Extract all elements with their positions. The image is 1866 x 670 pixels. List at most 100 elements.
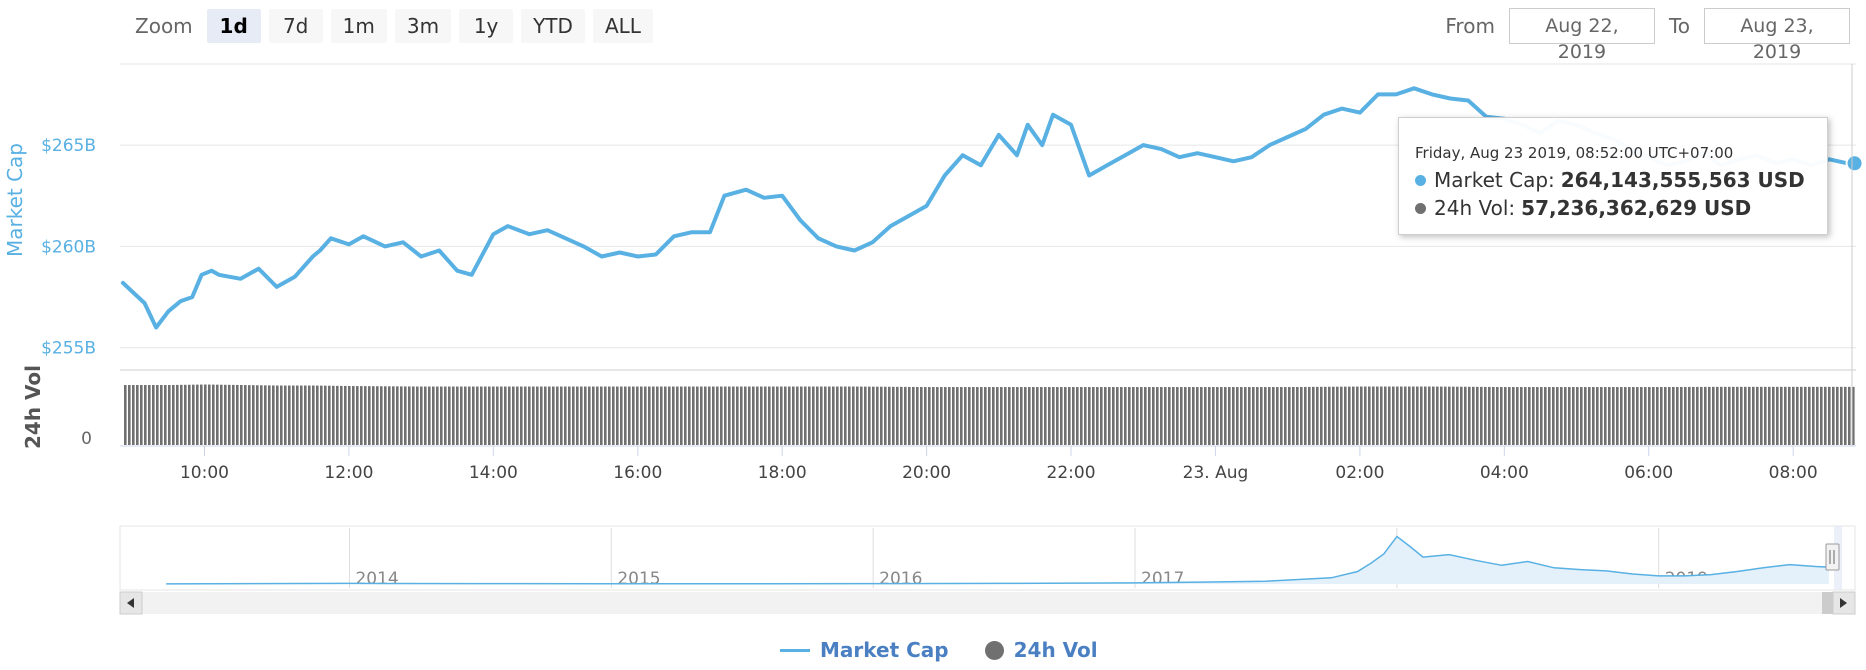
volume-bar [1192, 387, 1195, 445]
zoom-button-1d[interactable]: 1d [206, 9, 261, 43]
volume-bar [296, 385, 299, 445]
navigator[interactable]: 201420152016201720182019 [119, 525, 1856, 615]
navigator-year-label: 2015 [617, 569, 660, 589]
volume-bar [184, 384, 187, 445]
volume-bar [268, 385, 271, 445]
volume-bar [868, 386, 871, 445]
volume-bar [572, 386, 575, 445]
volume-bar [1708, 386, 1711, 445]
market-cap-axis-label: Market Cap [3, 143, 27, 257]
volume-bar [1456, 386, 1459, 445]
volume-bar [468, 386, 471, 445]
volume-bar [676, 386, 679, 445]
volume-bar [680, 386, 683, 445]
volume-bar [1440, 386, 1443, 445]
volume-bar [708, 386, 711, 445]
volume-bar [1780, 386, 1783, 445]
volume-bar [1716, 386, 1719, 445]
volume-bar [1848, 386, 1851, 445]
volume-bar [1036, 387, 1039, 445]
volume-bar [1764, 386, 1767, 445]
volume-bar [824, 386, 827, 445]
volume-bar [1604, 387, 1607, 445]
volume-bar [1004, 387, 1007, 445]
volume-bar [1576, 387, 1579, 445]
volume-bar [356, 386, 359, 445]
volume-bar [444, 386, 447, 445]
volume-bar [892, 386, 895, 445]
volume-bar [1336, 386, 1339, 445]
volume-bar [1640, 387, 1643, 445]
volume-bar [320, 385, 323, 445]
tooltip-market-cap-value: 264,143,555,563 USD [1560, 168, 1805, 192]
volume-dot-icon [1415, 202, 1426, 214]
zoom-button-7d[interactable]: 7d [268, 9, 323, 43]
volume-bar [1356, 386, 1359, 445]
x-tick-label: 04:00 [1480, 463, 1529, 483]
legend-item-market-cap[interactable]: Market Cap [780, 638, 949, 662]
volume-bar [1176, 387, 1179, 445]
volume-bar [1664, 387, 1667, 445]
volume-bar [1460, 386, 1463, 445]
to-date-input[interactable]: Aug 23, 2019 [1704, 8, 1850, 63]
volume-bar [884, 386, 887, 445]
volume-bar [372, 386, 375, 445]
volume-bar [712, 386, 715, 445]
volume-bar [180, 384, 183, 445]
volume-bar [188, 384, 191, 445]
volume-bar [1584, 387, 1587, 445]
from-label: From [1445, 14, 1495, 38]
zoom-button-all[interactable]: ALL [592, 9, 653, 43]
zoom-button-1m[interactable]: 1m [330, 9, 387, 43]
zoom-button-1y[interactable]: 1y [459, 9, 514, 43]
volume-bar [532, 386, 535, 445]
volume-bar [504, 386, 507, 445]
volume-bar [740, 386, 743, 445]
volume-bar [600, 386, 603, 445]
navigator-area [166, 536, 1829, 584]
volume-bar [988, 387, 991, 445]
volume-bar [304, 385, 307, 445]
volume-bar [1544, 387, 1547, 445]
volume-bar [908, 386, 911, 445]
volume-bar [1632, 387, 1635, 445]
volume-bar [972, 387, 975, 445]
volume-bar [460, 386, 463, 445]
volume-bar [1468, 386, 1471, 445]
volume-bar [300, 385, 303, 445]
volume-bar [1704, 386, 1707, 445]
volume-bar [1724, 386, 1727, 445]
volume-bar [800, 386, 803, 445]
volume-bar [1248, 387, 1251, 445]
volume-bar [1612, 387, 1615, 445]
legend-item-24h-vol[interactable]: 24h Vol [984, 638, 1098, 662]
date-range: From Aug 22, 2019 To Aug 23, 2019 [1445, 8, 1850, 63]
volume-bar [1424, 386, 1427, 445]
hover-point-marker [1845, 154, 1864, 173]
volume-bar [1548, 387, 1551, 445]
tooltip-vol-row: 24h Vol: 57,236,362,629 USD [1415, 194, 1811, 222]
volume-bar [1020, 387, 1023, 445]
volume-bar [1512, 387, 1515, 445]
volume-bar [976, 387, 979, 445]
volume-bar [1368, 386, 1371, 445]
navigator-handle[interactable] [1825, 543, 1840, 571]
volume-bar [360, 386, 363, 445]
volume-bar [1840, 386, 1843, 445]
volume-bar [1380, 386, 1383, 445]
volume-bar [1684, 386, 1687, 445]
zoom-button-ytd[interactable]: YTD [521, 9, 585, 43]
volume-bar [1700, 386, 1703, 445]
zoom-button-3m[interactable]: 3m [394, 9, 452, 43]
volume-bar [1556, 387, 1559, 445]
volume-bar [472, 386, 475, 445]
volume-bar [948, 387, 951, 445]
volume-bar [1088, 387, 1091, 445]
volume-bar [432, 386, 435, 445]
scrollbar-track[interactable] [120, 592, 1855, 614]
volume-bar [1672, 386, 1675, 445]
volume-bar [1600, 387, 1603, 445]
volume-bar [580, 386, 583, 445]
from-date-input[interactable]: Aug 22, 2019 [1508, 8, 1655, 63]
volume-bar [440, 386, 443, 445]
